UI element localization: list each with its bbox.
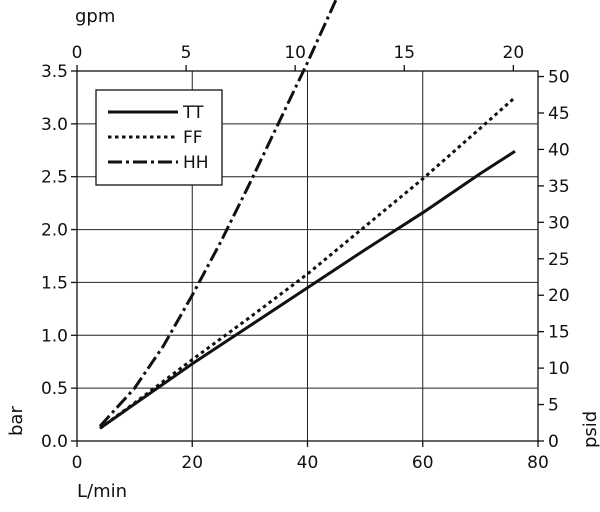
series-line-tt (99, 150, 516, 430)
right-tick-label: 25 (548, 250, 570, 270)
legend: TT FF HH (95, 89, 223, 186)
y-tick-label: 1.0 (41, 326, 68, 346)
y-tick-label: 2.0 (41, 221, 68, 241)
tick-marks (71, 65, 544, 447)
grid-lines (77, 71, 538, 441)
top-tick-label: 5 (181, 43, 192, 63)
y-tick-label: 1.5 (41, 273, 68, 293)
y-tick-label: 2.5 (41, 168, 68, 188)
right-tick-label: 5 (548, 396, 559, 416)
right-tick-label: 45 (548, 104, 570, 124)
right-tick-label: 20 (548, 286, 570, 306)
right-tick-label: 0 (548, 432, 559, 452)
right-tick-label: 40 (548, 140, 570, 160)
series-lines (98, 0, 516, 430)
y-tick-label: 0.5 (41, 379, 68, 399)
right-tick-label: 10 (548, 359, 570, 379)
x-tick-label: 80 (527, 453, 549, 473)
y-tick-label: 0.0 (41, 432, 68, 452)
tick-labels: 0 20 40 60 800.00.51.01.52.02.53.03.50 5 10 15 2… (41, 43, 570, 473)
top-tick-label: 15 (393, 43, 415, 63)
right-tick-label: 50 (548, 68, 570, 88)
legend-label-tt: TT (182, 103, 204, 123)
right-tick-label: 35 (548, 177, 570, 197)
x-tick-label: 40 (297, 453, 319, 473)
top-tick-label: 0 (72, 43, 83, 63)
y-axis-title-right: psid (580, 411, 600, 448)
y-tick-label: 3.0 (41, 115, 68, 135)
x-axis-title-bottom: L/min (77, 481, 127, 502)
right-tick-label: 15 (548, 323, 570, 343)
right-tick-label: 30 (548, 213, 570, 233)
x-tick-label: 60 (412, 453, 434, 473)
series-line-hh (98, 0, 338, 428)
x-tick-label: 0 (72, 453, 83, 473)
x-tick-label: 20 (181, 453, 203, 473)
x-axis-title-top: gpm (75, 6, 115, 27)
top-tick-label: 10 (284, 43, 306, 63)
legend-label-ff: FF (183, 128, 203, 148)
y-axis-title-left: bar (6, 406, 27, 436)
legend-label-hh: HH (183, 153, 209, 173)
y-tick-label: 3.5 (41, 62, 68, 82)
top-tick-label: 20 (503, 43, 525, 63)
